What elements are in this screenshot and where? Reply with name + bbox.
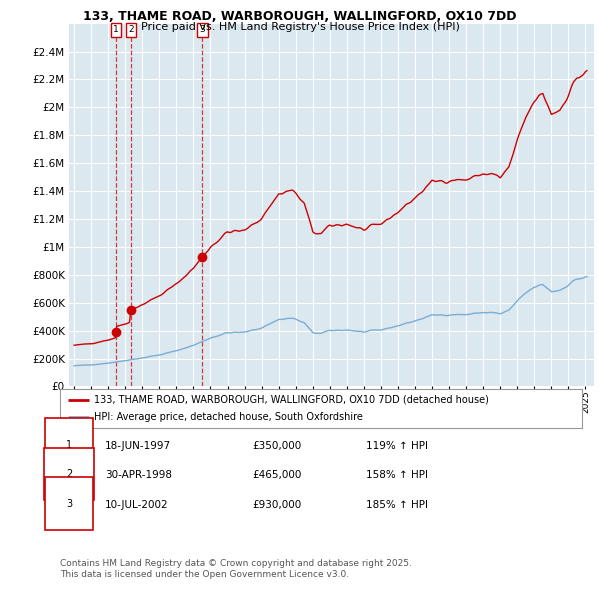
Text: 1: 1 <box>66 440 72 450</box>
Text: 3: 3 <box>200 25 205 34</box>
Text: 133, THAME ROAD, WARBOROUGH, WALLINGFORD, OX10 7DD: 133, THAME ROAD, WARBOROUGH, WALLINGFORD… <box>83 10 517 23</box>
Text: 133, THAME ROAD, WARBOROUGH, WALLINGFORD, OX10 7DD (detached house): 133, THAME ROAD, WARBOROUGH, WALLINGFORD… <box>94 395 489 405</box>
Text: Price paid vs. HM Land Registry's House Price Index (HPI): Price paid vs. HM Land Registry's House … <box>140 22 460 32</box>
Text: 158% ↑ HPI: 158% ↑ HPI <box>366 470 428 480</box>
Text: 18-JUN-1997: 18-JUN-1997 <box>105 441 171 451</box>
Text: 2: 2 <box>66 469 72 479</box>
Text: £930,000: £930,000 <box>252 500 301 510</box>
Text: 2: 2 <box>128 25 134 34</box>
Text: 1: 1 <box>113 25 119 34</box>
Text: Contains HM Land Registry data © Crown copyright and database right 2025.
This d: Contains HM Land Registry data © Crown c… <box>60 559 412 579</box>
Text: 119% ↑ HPI: 119% ↑ HPI <box>366 441 428 451</box>
Text: £350,000: £350,000 <box>252 441 301 451</box>
Text: 3: 3 <box>66 499 72 509</box>
Text: £465,000: £465,000 <box>252 470 301 480</box>
Text: 185% ↑ HPI: 185% ↑ HPI <box>366 500 428 510</box>
Text: HPI: Average price, detached house, South Oxfordshire: HPI: Average price, detached house, Sout… <box>94 412 363 422</box>
Text: 30-APR-1998: 30-APR-1998 <box>105 470 172 480</box>
Text: 10-JUL-2002: 10-JUL-2002 <box>105 500 169 510</box>
